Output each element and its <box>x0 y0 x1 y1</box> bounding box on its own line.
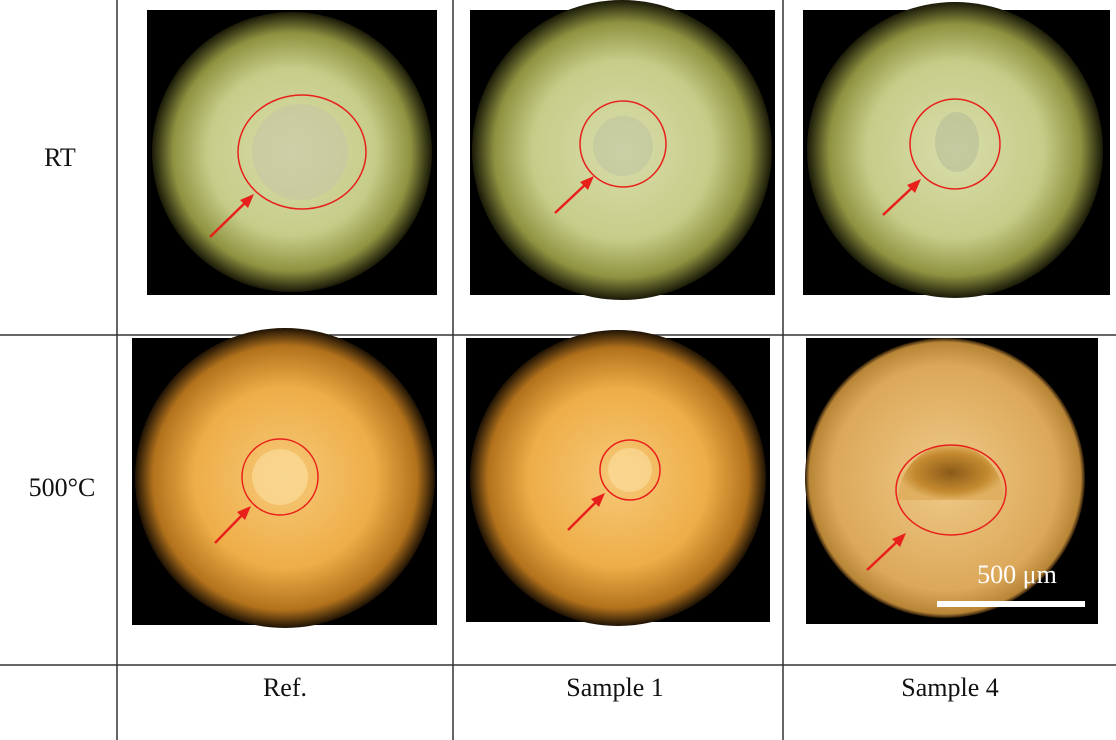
figure: 500 μm RT 500°C Ref. Sample 1 Sample 4 <box>0 0 1116 740</box>
micrograph: 500 μm <box>805 338 1098 624</box>
column-label: Sample 4 <box>901 673 999 702</box>
column-label: Sample 1 <box>566 673 664 702</box>
column-label: Ref. <box>263 673 307 702</box>
row-label: 500°C <box>29 473 96 502</box>
micrograph <box>470 0 775 300</box>
micrograph <box>803 2 1110 298</box>
micrograph <box>147 10 437 295</box>
scale-bar-label: 500 μm <box>977 560 1057 589</box>
micrograph <box>466 330 770 626</box>
row-label: RT <box>44 143 76 172</box>
micrograph <box>132 328 437 628</box>
